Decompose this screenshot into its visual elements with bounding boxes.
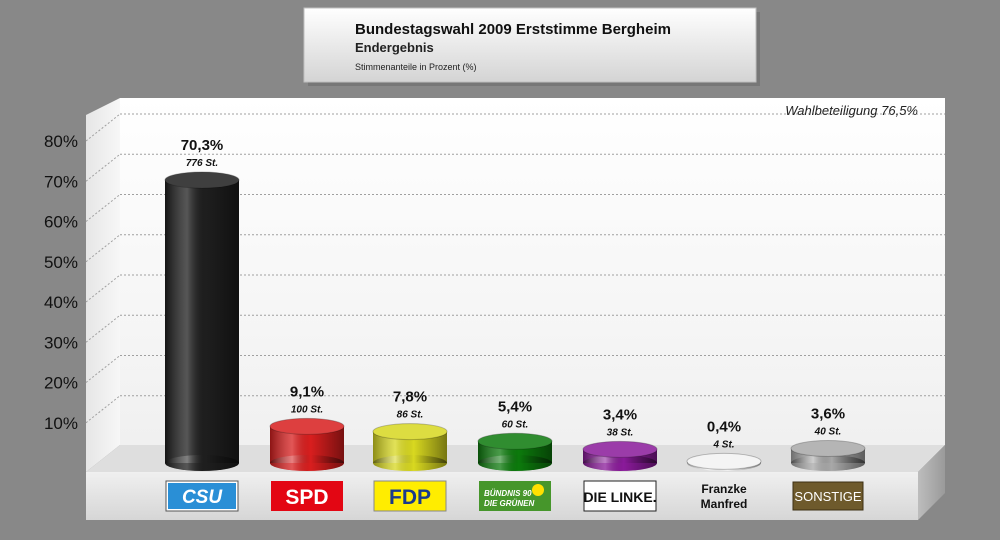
turnout-annotation: Wahlbeteiligung 76,5% <box>785 103 918 118</box>
logo-franzke-line2: Manfred <box>701 497 748 511</box>
gridline-side <box>85 274 121 303</box>
party-logos: CSU SPD FDP BÜNDNIS 90 DIE GRÜNEN DIE LI… <box>165 480 864 512</box>
value-label: 9,1% <box>290 383 324 400</box>
gridline-side <box>85 314 121 343</box>
chart-note: Stimmenanteile in Prozent (%) <box>355 62 477 72</box>
value-label: 70,3% <box>181 137 224 154</box>
bar-top-highlight <box>791 440 865 457</box>
logo-spd: SPD <box>271 481 343 511</box>
chart-subtitle: Endergebnis <box>355 40 434 55</box>
logo-franzke-line1: Franzke <box>701 482 747 496</box>
bar-body-shade <box>165 180 239 464</box>
sunflower-icon <box>532 484 544 496</box>
logo-gruene-line2: DIE GRÜNEN <box>484 499 534 508</box>
bar-top-highlight <box>687 453 761 470</box>
vote-count-label: 60 St. <box>502 419 529 430</box>
title-box: Bundestagswahl 2009 Erststimme Bergheim … <box>303 7 760 86</box>
bar-top-highlight <box>373 423 447 440</box>
vote-count-label: 776 St. <box>186 158 218 169</box>
bar-top <box>790 440 866 458</box>
vote-count-label: 4 St. <box>712 439 734 450</box>
logo-spd-text: SPD <box>285 486 328 509</box>
bar-top <box>477 432 553 450</box>
y-tick-label: 80% <box>44 132 78 151</box>
y-tick-label: 70% <box>44 172 78 191</box>
value-label: 7,8% <box>393 389 427 406</box>
back-wall <box>120 98 945 445</box>
bar-top-highlight <box>270 418 344 435</box>
logo-csu-text: CSU <box>182 487 223 508</box>
bar-top <box>164 171 240 189</box>
vote-count-label: 100 St. <box>291 404 323 415</box>
chart-title: Bundestagswahl 2009 Erststimme Bergheim <box>355 21 671 38</box>
logo-sonstige: SONSTIGE <box>792 481 864 511</box>
gridline-side <box>85 355 121 383</box>
bar-6: 0,4% 4 St. <box>686 418 762 471</box>
bar-2: 9,1% 100 St. <box>269 383 345 471</box>
bar-top-highlight <box>165 172 239 189</box>
bar-1: 70,3% 776 St. <box>164 137 240 471</box>
bar-top <box>269 417 345 435</box>
logo-linke: DIE LINKE. <box>583 480 657 512</box>
logo-sonstige-text: SONSTIGE <box>794 489 862 504</box>
bar-top <box>372 423 448 441</box>
bar-top <box>582 440 658 458</box>
value-label: 3,4% <box>603 406 637 423</box>
gridline-side <box>85 153 121 182</box>
y-axis: 10% 20% 30% 40% 50% 60% 70% 80% <box>44 132 78 433</box>
vote-count-label: 40 St. <box>814 427 842 438</box>
logo-fdp: FDP <box>373 480 447 512</box>
gridline-side <box>85 194 121 222</box>
vote-count-label: 38 St. <box>607 427 634 438</box>
value-label: 3,6% <box>811 406 845 423</box>
logo-gruene-line1: BÜNDNIS 90 <box>484 489 532 498</box>
y-tick-label: 50% <box>44 253 78 272</box>
bars: 70,3% 776 St. 9,1% 100 St. 7,8% 86 St. 5,4% 60 … <box>164 137 866 471</box>
logo-fdp-text: FDP <box>389 486 431 509</box>
value-label: 0,4% <box>707 418 741 435</box>
y-tick-label: 30% <box>44 333 78 352</box>
bar-4: 5,4% 60 St. <box>477 398 553 471</box>
left-wall <box>86 98 120 472</box>
gridline-side <box>85 395 121 424</box>
y-tick-label: 10% <box>44 414 78 433</box>
y-tick-label: 40% <box>44 293 78 312</box>
logo-csu: CSU <box>165 480 239 512</box>
bar-top <box>686 452 762 470</box>
bar-top-highlight <box>478 433 552 450</box>
vote-count-label: 86 St. <box>397 410 424 421</box>
gridline-side <box>85 234 121 263</box>
bar-7: 3,6% 40 St. <box>790 406 866 471</box>
logo-gruene: BÜNDNIS 90 DIE GRÜNEN <box>479 481 551 511</box>
value-label: 5,4% <box>498 398 532 415</box>
gridlines <box>85 113 945 424</box>
floor-side <box>918 445 945 520</box>
bar-5: 3,4% 38 St. <box>582 406 658 471</box>
bar-3: 7,8% 86 St. <box>372 389 448 471</box>
logo-linke-text: DIE LINKE. <box>583 489 656 505</box>
bar-top-highlight <box>583 441 657 458</box>
gridline-side <box>85 113 121 142</box>
plot-area: 10% 20% 30% 40% 50% 60% 70% 80% Wahlbeteiligung… <box>44 98 945 472</box>
y-tick-label: 60% <box>44 213 78 232</box>
y-tick-label: 20% <box>44 374 78 393</box>
logo-franzke: Franzke Manfred <box>701 482 748 511</box>
